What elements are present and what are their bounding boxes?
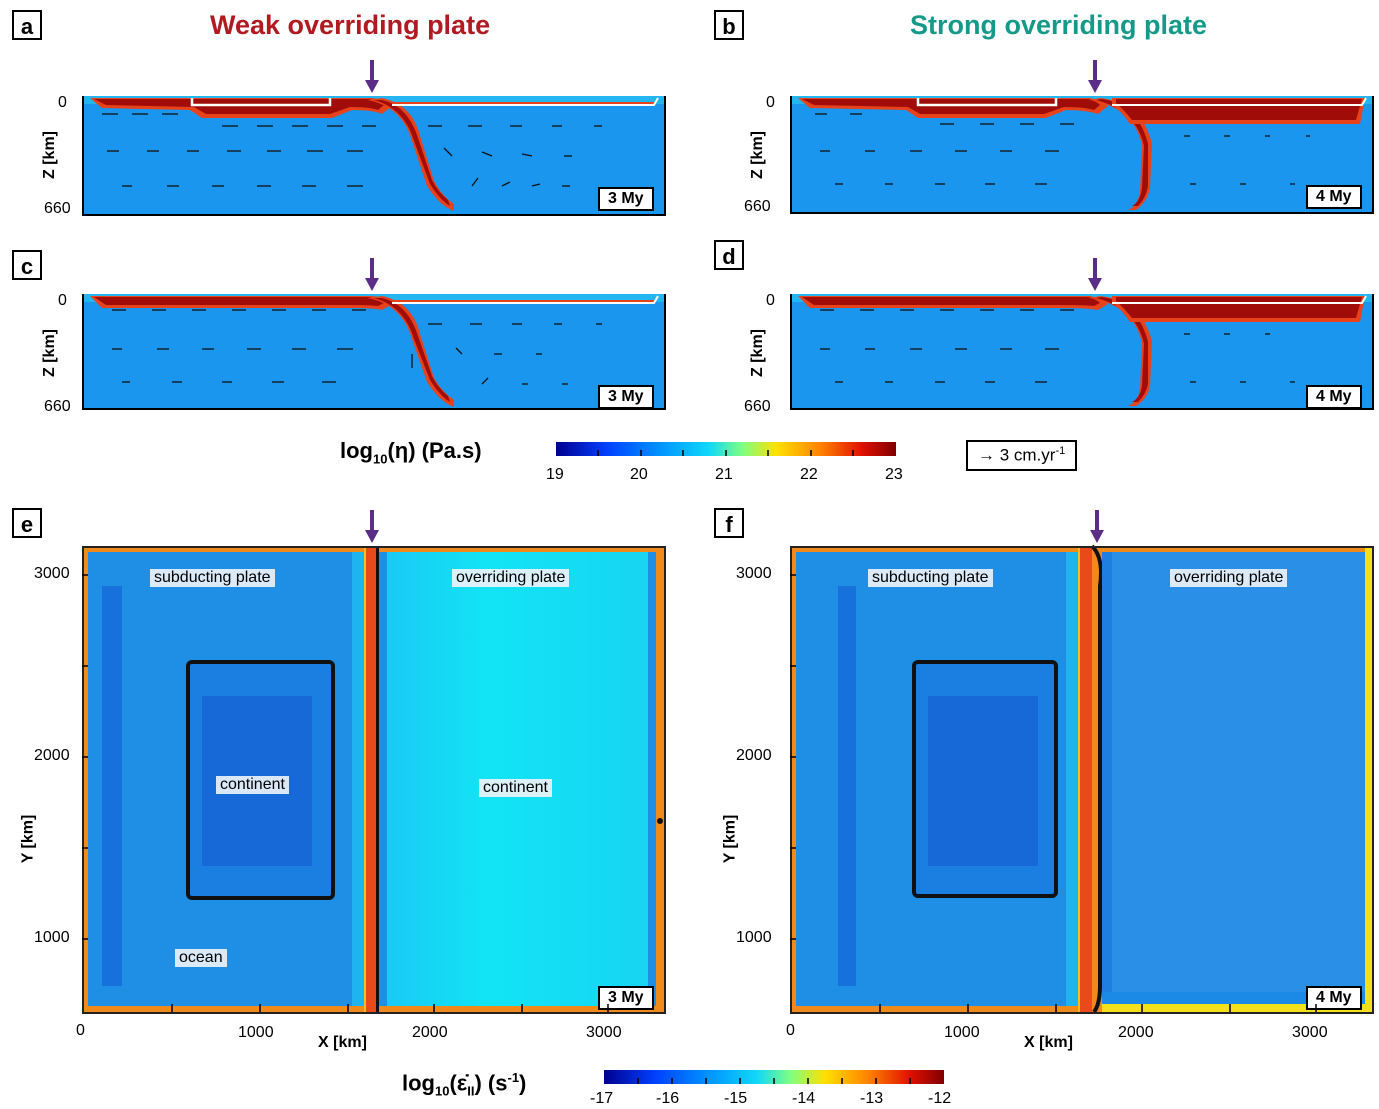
z-axis-label-a: Z [km]: [41, 131, 58, 179]
strainrate-tick-neg13: -13: [860, 1090, 884, 1107]
trench-arrow-icon: [365, 510, 379, 543]
map-f-xtick-3000: 3000: [1292, 1024, 1328, 1041]
z-tick-top-c: 0: [58, 292, 67, 309]
trench-arrow-icon: [365, 60, 379, 93]
map-e-overriding-label: overriding plate: [452, 569, 570, 587]
right-column-title: Strong overriding plate: [910, 10, 1208, 40]
panel-b-frame: [790, 96, 1374, 214]
map-f-y-axis-label: Y [km]: [721, 814, 739, 864]
panel-letter-f: f: [714, 508, 744, 538]
strainrate-tick-neg17: -17: [590, 1090, 614, 1107]
map-e-xtick-0: 0: [76, 1022, 85, 1039]
trench-arrow-icon: [1088, 258, 1102, 291]
map-e-continent-left-label: continent: [216, 776, 289, 794]
map-f-xtick-0: 0: [786, 1022, 795, 1039]
strainrate-tick-neg16: -16: [656, 1090, 680, 1107]
map-e-ytick-3000: 3000: [34, 565, 70, 582]
panel-letter-e: e: [12, 508, 42, 538]
time-label-b: 4 My: [1306, 185, 1362, 209]
map-f-ytick-2000: 2000: [736, 747, 772, 764]
trench-arrow-icon: [1088, 60, 1102, 93]
map-f-axis-ticks: [790, 574, 1317, 1012]
strainrate-tick-neg14: -14: [792, 1090, 816, 1107]
map-f-frame: [790, 546, 1374, 1014]
map-f-ytick-3000: 3000: [736, 565, 772, 582]
strainrate-colorbar-ticks: [637, 1078, 911, 1084]
velocity-scale: → 3 cm.yr-1: [966, 440, 1078, 471]
strain-rate-map-f: [790, 544, 1372, 1014]
map-f-overriding-label: overriding plate: [1170, 569, 1288, 587]
map-e-xtick-3000: 3000: [586, 1024, 622, 1041]
z-tick-bottom-b: 660: [744, 198, 771, 215]
time-label-e: 3 My: [598, 986, 654, 1010]
map-e-xtick-1000: 1000: [238, 1024, 274, 1041]
time-label-d: 4 My: [1306, 385, 1362, 409]
map-f-ytick-1000: 1000: [736, 929, 772, 946]
strainrate-tick-neg12: -12: [928, 1090, 952, 1107]
z-tick-bottom-c: 660: [44, 398, 71, 415]
map-f-subducting-label: subducting plate: [868, 569, 993, 587]
z-tick-bottom-a: 660: [44, 200, 71, 217]
viscosity-tick-23: 23: [885, 466, 903, 483]
map-f-x-axis-label: X [km]: [1024, 1034, 1073, 1051]
panel-d-frame: [790, 294, 1374, 410]
cross-section-panel-a: [82, 96, 664, 216]
z-tick-top-a: 0: [58, 94, 67, 111]
viscosity-tick-20: 20: [630, 466, 648, 483]
map-f-xtick-1000: 1000: [944, 1024, 980, 1041]
time-label-a: 3 My: [598, 187, 654, 211]
panel-letter-d: d: [714, 240, 744, 270]
map-e-subducting-label: subducting plate: [150, 569, 275, 587]
strainrate-tick-neg15: -15: [724, 1090, 748, 1107]
panel-letter-b: b: [714, 10, 744, 40]
z-tick-top-b: 0: [766, 94, 775, 111]
cross-section-panel-c: [82, 294, 664, 410]
map-e-frame: [82, 546, 666, 1014]
z-tick-bottom-d: 660: [744, 398, 771, 415]
time-label-c: 3 My: [598, 385, 654, 409]
z-tick-top-d: 0: [766, 292, 775, 309]
trench-arrow-icon: [365, 258, 379, 291]
z-axis-label-b: Z [km]: [749, 131, 766, 179]
map-e-ytick-1000: 1000: [34, 929, 70, 946]
viscosity-tick-19: 19: [546, 466, 564, 483]
map-e-ytick-2000: 2000: [34, 747, 70, 764]
velocity-arrow-icon: →: [978, 445, 995, 465]
map-e-y-axis-label: Y [km]: [19, 814, 37, 864]
map-e-xtick-2000: 2000: [412, 1024, 448, 1041]
panel-c-frame: [82, 294, 666, 410]
map-e-ocean-label: ocean: [175, 949, 227, 967]
left-column-title: Weak overriding plate: [210, 10, 491, 40]
trench-arrow-icon: [1090, 510, 1104, 543]
panel-a-frame: [82, 96, 666, 216]
viscosity-colorbar-ticks: [597, 450, 854, 456]
z-axis-label-d: Z [km]: [749, 329, 766, 377]
cross-section-panel-b: [790, 96, 1372, 214]
map-f-xtick-2000: 2000: [1118, 1024, 1154, 1041]
map-e-x-axis-label: X [km]: [318, 1034, 367, 1051]
cross-section-panel-d: [790, 294, 1372, 410]
panel-letter-c: c: [12, 250, 42, 280]
z-axis-label-c: Z [km]: [41, 329, 58, 377]
panel-letter-a: a: [12, 10, 42, 40]
strainrate-colorbar: [604, 1070, 944, 1084]
map-e-axis-ticks: [82, 574, 609, 1012]
viscosity-colorbar-title: log10(η) (Pa.s): [340, 438, 482, 467]
strain-rate-map-e: [82, 546, 664, 1012]
map-e-continent-right-label: continent: [479, 779, 552, 797]
strainrate-colorbar-title: log10(ε̇II) (s-1): [402, 1070, 527, 1099]
viscosity-tick-22: 22: [800, 466, 818, 483]
viscosity-tick-21: 21: [715, 466, 733, 483]
